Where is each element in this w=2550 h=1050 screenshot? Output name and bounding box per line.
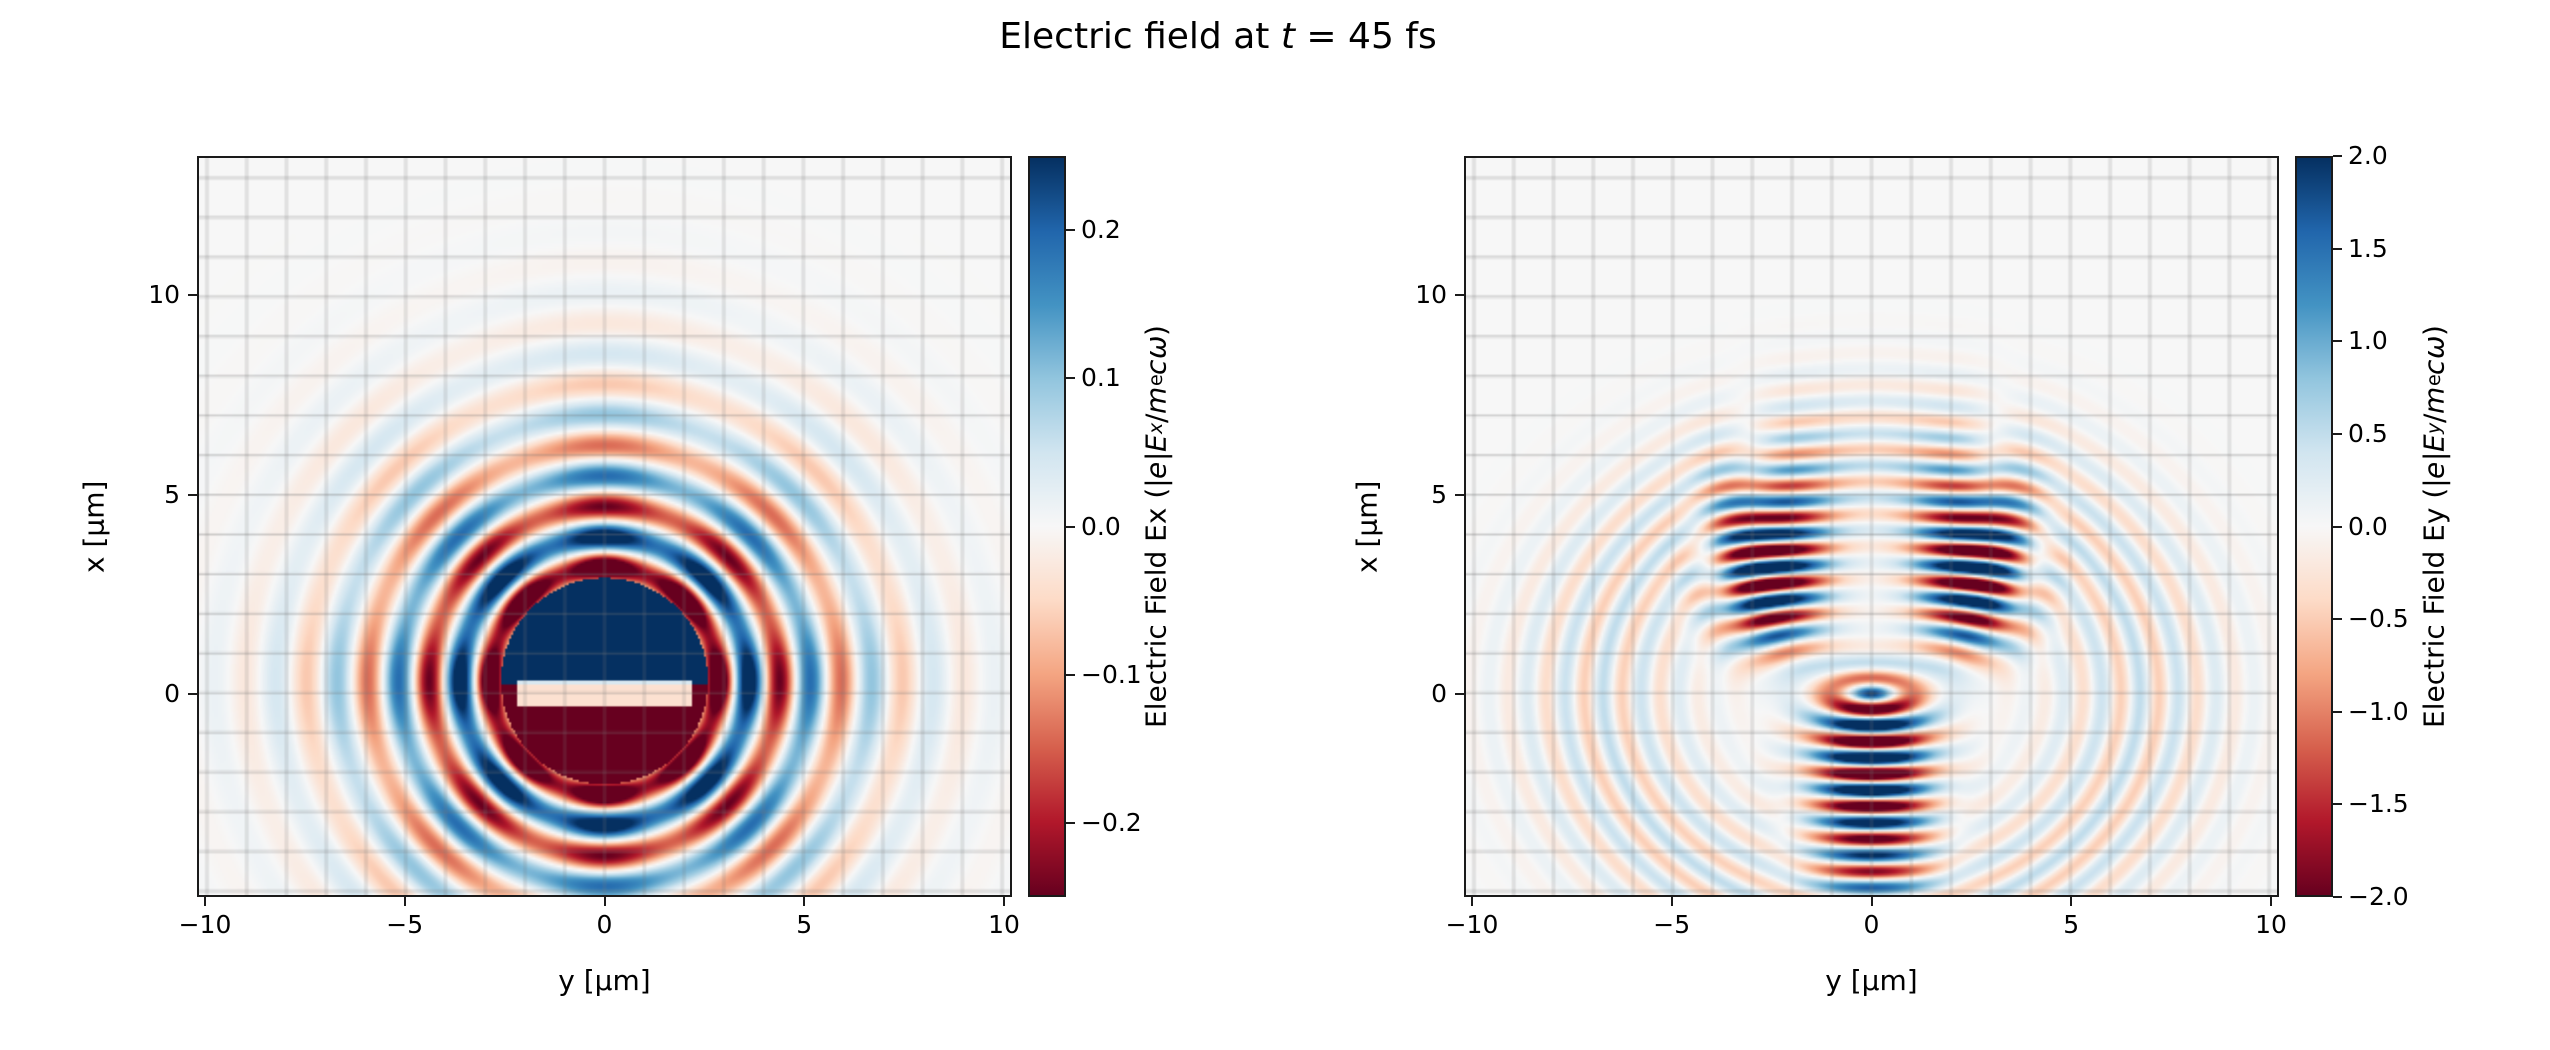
heatmap-ex xyxy=(199,158,1010,895)
colorbar-tick-label: 1.5 xyxy=(2348,233,2388,263)
rich-text-part: Electric field at xyxy=(999,16,1281,57)
x-tick-mark xyxy=(803,897,806,906)
rich-text-part: | xyxy=(1139,451,1173,462)
colorbar-tick-label: 1.0 xyxy=(2348,326,2388,356)
colorbar-tick-mark xyxy=(2333,155,2342,157)
rich-text-part: x xyxy=(1145,422,1167,435)
y-tick-label: 5 xyxy=(164,479,180,509)
y-tick-label: 10 xyxy=(1415,280,1447,310)
x-tick-label: −10 xyxy=(1445,910,1499,939)
colorbar-tick-label: 0.0 xyxy=(1081,511,1121,541)
colorbar-tick-label: 0.5 xyxy=(2348,418,2388,448)
colorbar-tick-label: 2.0 xyxy=(2348,141,2388,170)
colorbar-tick-mark xyxy=(1066,673,1075,676)
x-tick-label: 5 xyxy=(796,910,813,939)
y-tick-mark xyxy=(188,294,197,297)
x-tick-mark xyxy=(403,897,406,906)
rich-text-part: e xyxy=(2423,374,2445,387)
rich-text-part: / xyxy=(1139,413,1173,423)
axes-ey xyxy=(1464,156,2279,897)
rich-text-part: E xyxy=(1139,434,1173,452)
colorbar-tick-mark xyxy=(1066,525,1075,528)
x-tick-mark xyxy=(203,897,206,906)
colorbar-tick-mark xyxy=(2333,247,2342,250)
colorbar-tick-mark xyxy=(2333,896,2342,898)
x-tick-label: 5 xyxy=(2063,910,2080,939)
xlabel-ey: y [μm] xyxy=(1825,964,1918,997)
y-tick-label: 5 xyxy=(1431,479,1447,509)
x-tick-mark xyxy=(2070,897,2073,906)
rich-text-part: c xyxy=(2417,359,2451,375)
y-tick-mark xyxy=(1455,692,1464,695)
colorbar-tick-label: 0.0 xyxy=(2348,511,2388,541)
colorbar-tick-mark xyxy=(2333,432,2342,435)
colorbar-tick-mark xyxy=(1066,377,1075,380)
rich-text-part: t xyxy=(1280,16,1295,57)
xlabel-ex: y [μm] xyxy=(558,964,651,997)
y-tick-label: 0 xyxy=(164,678,180,708)
figure-title: Electric field at t = 45 fs xyxy=(0,16,2436,57)
x-tick-mark xyxy=(1470,897,1473,906)
colorbar-tick-label: −1.5 xyxy=(2348,789,2409,819)
y-tick-mark xyxy=(1455,493,1464,496)
heatmap-ey xyxy=(1466,158,2277,895)
x-tick-mark xyxy=(1870,897,1873,906)
colorbar-tick-mark xyxy=(1066,821,1075,824)
rich-text-part: e xyxy=(1139,461,1173,479)
x-tick-mark xyxy=(1003,897,1005,906)
colorbar-tick-label: −1.0 xyxy=(2348,696,2409,726)
y-tick-mark xyxy=(188,692,197,695)
rich-text-part: = 45 fs xyxy=(1294,16,1437,57)
x-tick-mark xyxy=(1670,897,1673,906)
y-tick-label: 0 xyxy=(1431,678,1447,708)
colorbar-tick-mark xyxy=(2333,618,2342,621)
colorbar-ex xyxy=(1028,156,1066,897)
x-tick-label: −10 xyxy=(178,910,232,939)
x-tick-mark xyxy=(603,897,606,906)
rich-text-part: ω xyxy=(1139,335,1173,360)
colorbar-tick-mark xyxy=(2333,803,2342,806)
ylabel-ey: x [μm] xyxy=(1350,480,1384,573)
x-tick-label: −5 xyxy=(1653,910,1691,939)
x-tick-label: 10 xyxy=(2255,910,2287,939)
y-tick-mark xyxy=(1455,294,1464,297)
colorbar-tick-label: −0.2 xyxy=(1081,807,1142,837)
x-tick-label: −5 xyxy=(386,910,424,939)
colorbar-tick-label: 0.2 xyxy=(1081,215,1121,245)
colorbar-tick-mark xyxy=(2333,525,2342,528)
colorbar-tick-mark xyxy=(2333,710,2342,713)
colorbar-tick-label: −0.1 xyxy=(1081,659,1142,689)
colorbar-tick-mark xyxy=(2333,340,2342,343)
x-tick-label: 0 xyxy=(596,910,613,939)
y-tick-label: 10 xyxy=(148,280,180,310)
colorbar-tick-mark xyxy=(1066,229,1075,232)
colorbar-tick-label: −2.0 xyxy=(2348,882,2409,911)
colorbar-tick-label: −0.5 xyxy=(2348,604,2409,634)
rich-text-part: m xyxy=(2417,386,2451,414)
ylabel-ex: x [μm] xyxy=(77,480,111,573)
x-tick-mark xyxy=(2270,897,2272,906)
x-tick-label: 0 xyxy=(1863,910,1880,939)
colorbar-tick-label: 0.1 xyxy=(1081,363,1121,393)
x-tick-label: 10 xyxy=(988,910,1020,939)
colorbar-ey xyxy=(2295,156,2333,897)
axes-ex xyxy=(197,156,1012,897)
rich-text-part: | xyxy=(2417,451,2451,462)
rich-text-part: e xyxy=(2417,461,2451,479)
y-tick-mark xyxy=(188,493,197,496)
rich-text-part: ) xyxy=(1139,324,1173,336)
